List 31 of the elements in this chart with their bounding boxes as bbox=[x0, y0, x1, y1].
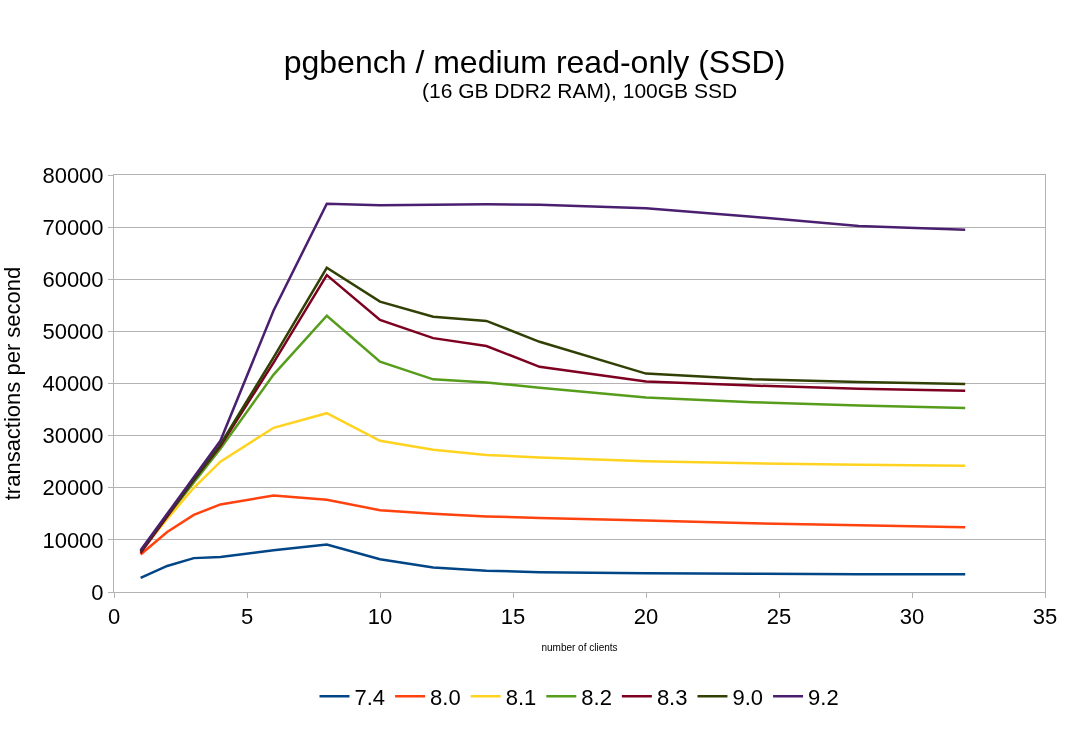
chart-title: pgbench / medium read-only (SSD) bbox=[283, 44, 786, 81]
x-tick-label: 20 bbox=[633, 604, 659, 630]
legend-label: 8.1 bbox=[505, 684, 537, 710]
line-series bbox=[139, 494, 967, 556]
y-tick-label: 20000 bbox=[42, 475, 104, 501]
y-tick-label: 60000 bbox=[42, 266, 104, 292]
legend-label: 8.2 bbox=[581, 684, 612, 710]
line-series bbox=[139, 202, 967, 552]
y-tick-label: 50000 bbox=[42, 319, 104, 345]
x-axis-title: number of clients bbox=[541, 641, 618, 653]
legend-label: 9.2 bbox=[808, 684, 839, 710]
y-tick-label: 30000 bbox=[42, 423, 104, 449]
legend-label: 7.4 bbox=[354, 684, 386, 710]
line-series bbox=[139, 543, 967, 580]
x-tick-label: 35 bbox=[1032, 604, 1058, 630]
x-tick-label: 0 bbox=[107, 604, 121, 630]
y-tick-label: 10000 bbox=[42, 527, 104, 553]
y-tick-label: 0 bbox=[91, 579, 104, 605]
x-tick-label: 10 bbox=[367, 604, 393, 630]
x-tick-label: 30 bbox=[899, 604, 925, 630]
y-tick-label: 80000 bbox=[42, 162, 104, 188]
x-tick-label: 5 bbox=[240, 604, 254, 630]
legend-label: 8.0 bbox=[430, 684, 461, 710]
chart-subtitle: (16 GB DDR2 RAM), 100GB SSD bbox=[422, 79, 738, 102]
y-tick-label: 40000 bbox=[42, 371, 104, 397]
y-tick-label: 70000 bbox=[42, 214, 104, 240]
y-axis-title: transactions per second bbox=[0, 266, 26, 501]
legend-label: 8.3 bbox=[656, 684, 688, 710]
x-tick-label: 15 bbox=[500, 604, 526, 630]
x-tick-label: 25 bbox=[766, 604, 792, 630]
legend-label: 9.0 bbox=[732, 684, 764, 710]
